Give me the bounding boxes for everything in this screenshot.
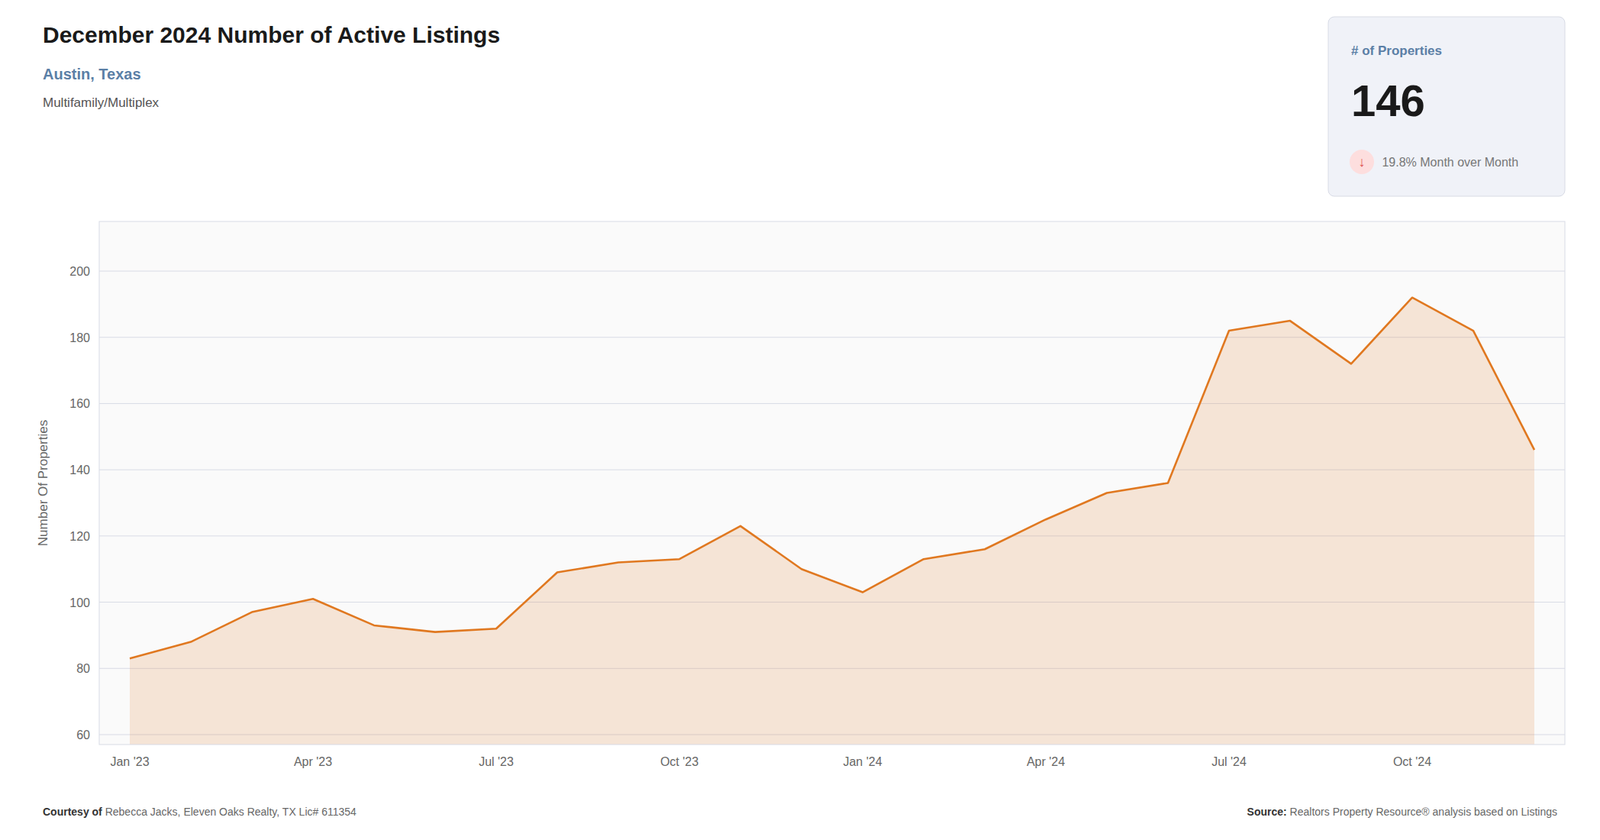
stat-label: # of Properties (1351, 43, 1442, 59)
title: December 2024 Number of Active Listings (42, 22, 500, 48)
x-tick-label: Oct '24 (1393, 754, 1432, 768)
chart-canvas: December 2024 Number of Active Listings A… (0, 0, 1600, 840)
y-tick-label: 200 (69, 264, 91, 278)
x-tick-label: Oct '23 (660, 754, 699, 768)
y-tick-label: 180 (69, 331, 91, 345)
stat-change: 19.8% Month over Month (1378, 155, 1519, 169)
line (129, 297, 1535, 659)
footer-right-normal: Realtors Property Resource® analysis bas… (1287, 805, 1558, 818)
footer-right-bold: Source: (1247, 805, 1288, 818)
y-tick-label: 100 (69, 596, 91, 610)
stat-arrow: ↓ (1358, 154, 1366, 170)
y-tick-label: 60 (76, 728, 91, 742)
subtitle-secondary: Multifamily/Multiplex (42, 95, 160, 110)
x-tick-label: Jul '24 (1211, 754, 1247, 768)
stat-value: 146 (1351, 75, 1426, 126)
y-tick-label: 160 (69, 396, 91, 410)
y-axis-label: Number Of Properties (35, 419, 51, 546)
subtitle: Austin, Texas (42, 65, 142, 83)
footer-left-normal: Rebecca Jacks, Eleven Oaks Realty, TX Li… (102, 805, 357, 818)
x-tick-label: Jul '23 (478, 754, 514, 768)
grid-line (99, 336, 1565, 338)
y-tick-label: 140 (69, 463, 91, 477)
plot-frame (99, 221, 1565, 745)
x-tick-label: Jan '23 (109, 754, 149, 768)
x-tick-label: Apr '23 (293, 754, 333, 768)
y-tick-label: 80 (76, 661, 91, 675)
grid-line (99, 270, 1565, 272)
x-tick-label: Apr '24 (1026, 754, 1065, 768)
stat-box (1328, 16, 1565, 197)
footer-right: Source: Realtors Property Resource® anal… (1247, 805, 1558, 818)
footer-left: Courtesy of Rebecca Jacks, Eleven Oaks R… (42, 805, 357, 818)
x-tick-label: Jan '24 (842, 754, 882, 768)
stat-arrow-circle (1349, 149, 1375, 175)
y-tick-label: 120 (69, 529, 91, 543)
area-fill (129, 297, 1535, 745)
footer-left-bold: Courtesy of (42, 805, 103, 818)
plot-background (99, 221, 1565, 745)
